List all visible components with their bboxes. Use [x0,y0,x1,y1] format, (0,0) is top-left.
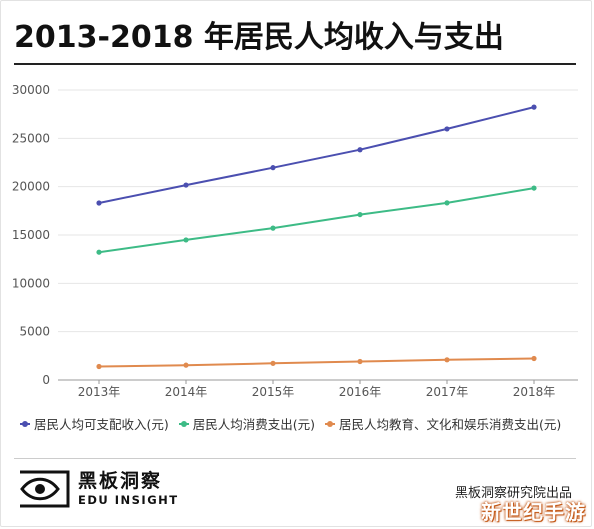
data-point [183,237,189,243]
logo-name-cn: 黑板洞察 [78,470,163,492]
data-point [270,225,276,231]
data-point [531,355,537,362]
y-tick-label: 0 [42,373,50,387]
legend-item-2: 居民人均消费支出(元) [178,414,316,433]
legend-marker-icon [178,419,189,429]
legend-item-3: 居民人均教育、文化和娱乐消费支出(元) [325,414,561,433]
legend-label: 居民人均教育、文化和娱乐消费支出(元) [339,417,562,432]
series-line-3 [98,357,535,368]
data-point [96,363,102,370]
x-tick-label: 2017年 [426,385,469,399]
data-point [357,211,363,218]
watermark: 新世纪手游 [481,500,586,524]
source-credit: 黑板洞察研究院出品 [454,486,572,501]
y-tick-label: 30000 [12,83,50,97]
y-tick-label: 20000 [12,180,50,194]
data-point [444,126,450,132]
data-point [531,185,537,191]
series-line-1 [98,106,535,204]
data-point [183,362,189,368]
data-point [270,165,276,171]
x-tick-label: 2014年 [165,385,208,399]
x-tick-label: 2018年 [513,385,556,399]
series-line-2 [98,187,535,254]
x-tick-label: 2015年 [252,385,295,399]
y-tick-label: 15000 [12,228,50,242]
y-tick-label: 25000 [12,131,50,145]
y-tick-label: 10000 [12,276,50,290]
legend-marker-icon [20,419,30,429]
chart-legend: 居民人均可支配收入(元) 居民人均消费支出(元) 居民人均教育、文化和娱乐消费支出(… [20,414,580,433]
y-tick-label: 5000 [19,325,50,339]
x-tick-label: 2013年 [78,385,121,399]
line-chart: 0 5000 10000 15000 20000 25000 30000 2013年 2014年… [12,83,578,399]
title-divider [14,63,576,65]
data-point [444,200,450,206]
brand-logo: 黑板洞察 EDU INSIGHT [18,470,179,508]
data-point [357,358,363,365]
chart-title: 2013-2018 年居民人均收入与支出 [14,20,504,55]
data-point [183,182,189,188]
legend-label: 居民人均消费支出(元) [192,417,316,432]
eye-logo-icon [20,470,70,508]
data-point [444,357,450,363]
legend-marker-icon [325,419,336,429]
data-point [96,249,102,255]
legend-label: 居民人均可支配收入(元) [34,417,169,432]
data-point [357,147,363,153]
data-point [270,360,276,366]
footer-divider [14,458,576,459]
logo-name-en: EDU INSIGHT [78,493,179,507]
x-tick-label: 2016年 [339,385,382,399]
data-point [96,200,102,206]
legend-item-1: 居民人均可支配收入(元) [20,414,169,433]
data-point [531,104,537,110]
